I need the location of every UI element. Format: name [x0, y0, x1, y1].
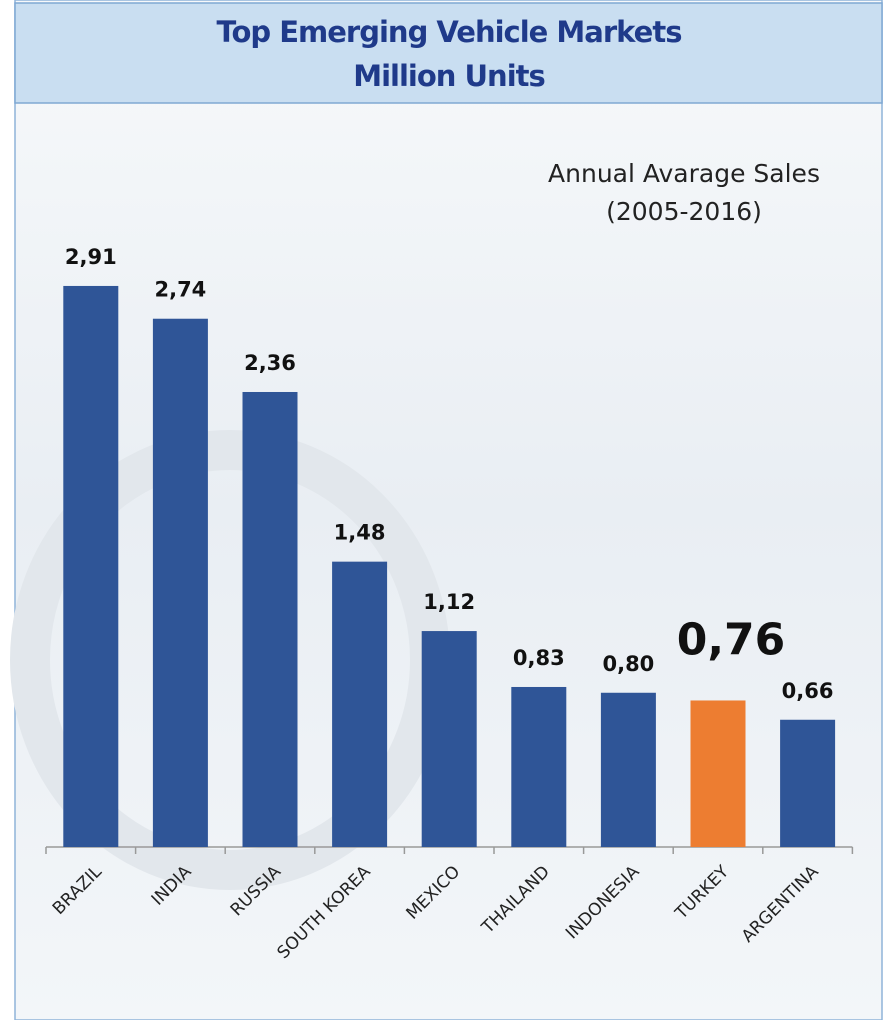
bar — [332, 562, 387, 847]
value-label: 0,66 — [782, 679, 834, 703]
annotation: (2005-2016) — [606, 197, 762, 226]
bar — [422, 631, 477, 847]
bar — [601, 693, 656, 847]
value-label: 2,91 — [65, 245, 117, 269]
bar — [780, 720, 835, 847]
chart: Top Emerging Vehicle Markets Million Uni… — [0, 0, 889, 1020]
value-label: 2,36 — [244, 351, 296, 375]
annotation: Annual Avarage Sales — [548, 159, 820, 188]
bar — [691, 700, 746, 847]
value-label: 0,76 — [677, 614, 786, 665]
chart-subtitle: Million Units — [353, 59, 545, 93]
bar — [243, 392, 298, 847]
chart-title: Top Emerging Vehicle Markets — [217, 15, 682, 49]
value-label: 0,80 — [602, 652, 654, 676]
value-label: 1,12 — [423, 590, 475, 614]
bar — [153, 319, 208, 847]
value-label: 2,74 — [154, 278, 206, 302]
bar — [511, 687, 566, 847]
value-label: 1,48 — [334, 521, 386, 545]
bar — [63, 286, 118, 847]
value-label: 0,83 — [513, 646, 565, 670]
